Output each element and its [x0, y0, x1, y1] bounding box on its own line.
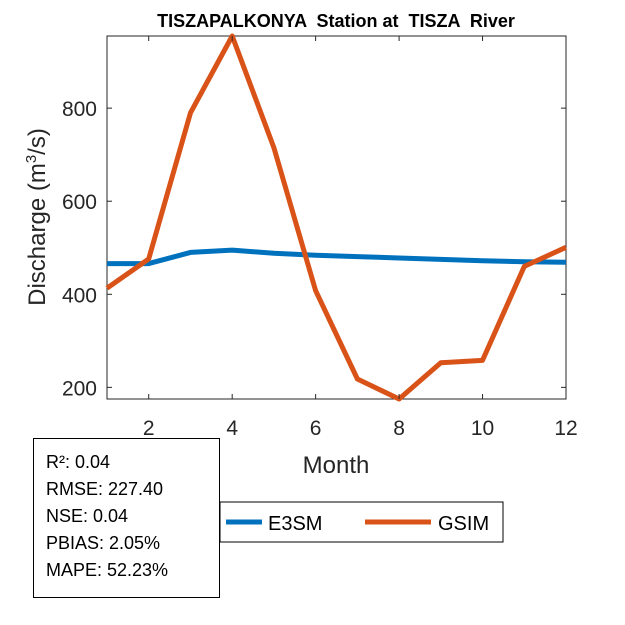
x-tick-label: 4	[226, 417, 238, 440]
y-tick-label: 600	[62, 191, 97, 214]
stat-pbias: PBIAS: 2.05%	[46, 533, 161, 553]
legend-label-e3sm: E3SM	[268, 513, 322, 535]
y-tick-label: 400	[62, 284, 97, 307]
x-tick-label: 10	[471, 417, 494, 440]
axes-frame	[106, 35, 567, 400]
legend-box	[219, 501, 504, 543]
series-line-gsim	[105, 33, 568, 402]
x-tick-label: 8	[393, 417, 405, 440]
x-axis-label: Month	[303, 452, 370, 479]
chart-title: TISZAPALKONYA Station at TISZA River	[157, 11, 515, 31]
stat-rmse: RMSE: 227.40	[46, 479, 164, 499]
legend-label-gsim: GSIM	[438, 513, 489, 535]
y-tick-label: 200	[62, 377, 97, 400]
plot-area: 2 4 6 8 10 12 200 400 600 800	[62, 33, 578, 440]
y-axis-label: Discharge (m3/s)	[23, 128, 51, 306]
x-tick-label: 6	[310, 417, 322, 440]
stats-box: R²: 0.04 RMSE: 227.40 NSE: 0.04 PBIAS: 2…	[33, 438, 220, 598]
legend: E3SM GSIM	[219, 501, 504, 543]
stat-mape: MAPE: 52.23%	[46, 560, 169, 580]
y-tick-label: 800	[62, 98, 97, 121]
stat-nse: NSE: 0.04	[46, 506, 129, 526]
stat-r2: R²: 0.04	[46, 452, 111, 472]
x-tick-label: 12	[554, 417, 577, 440]
series-line-e3sm	[107, 247, 567, 267]
x-tick-label: 2	[143, 417, 155, 440]
